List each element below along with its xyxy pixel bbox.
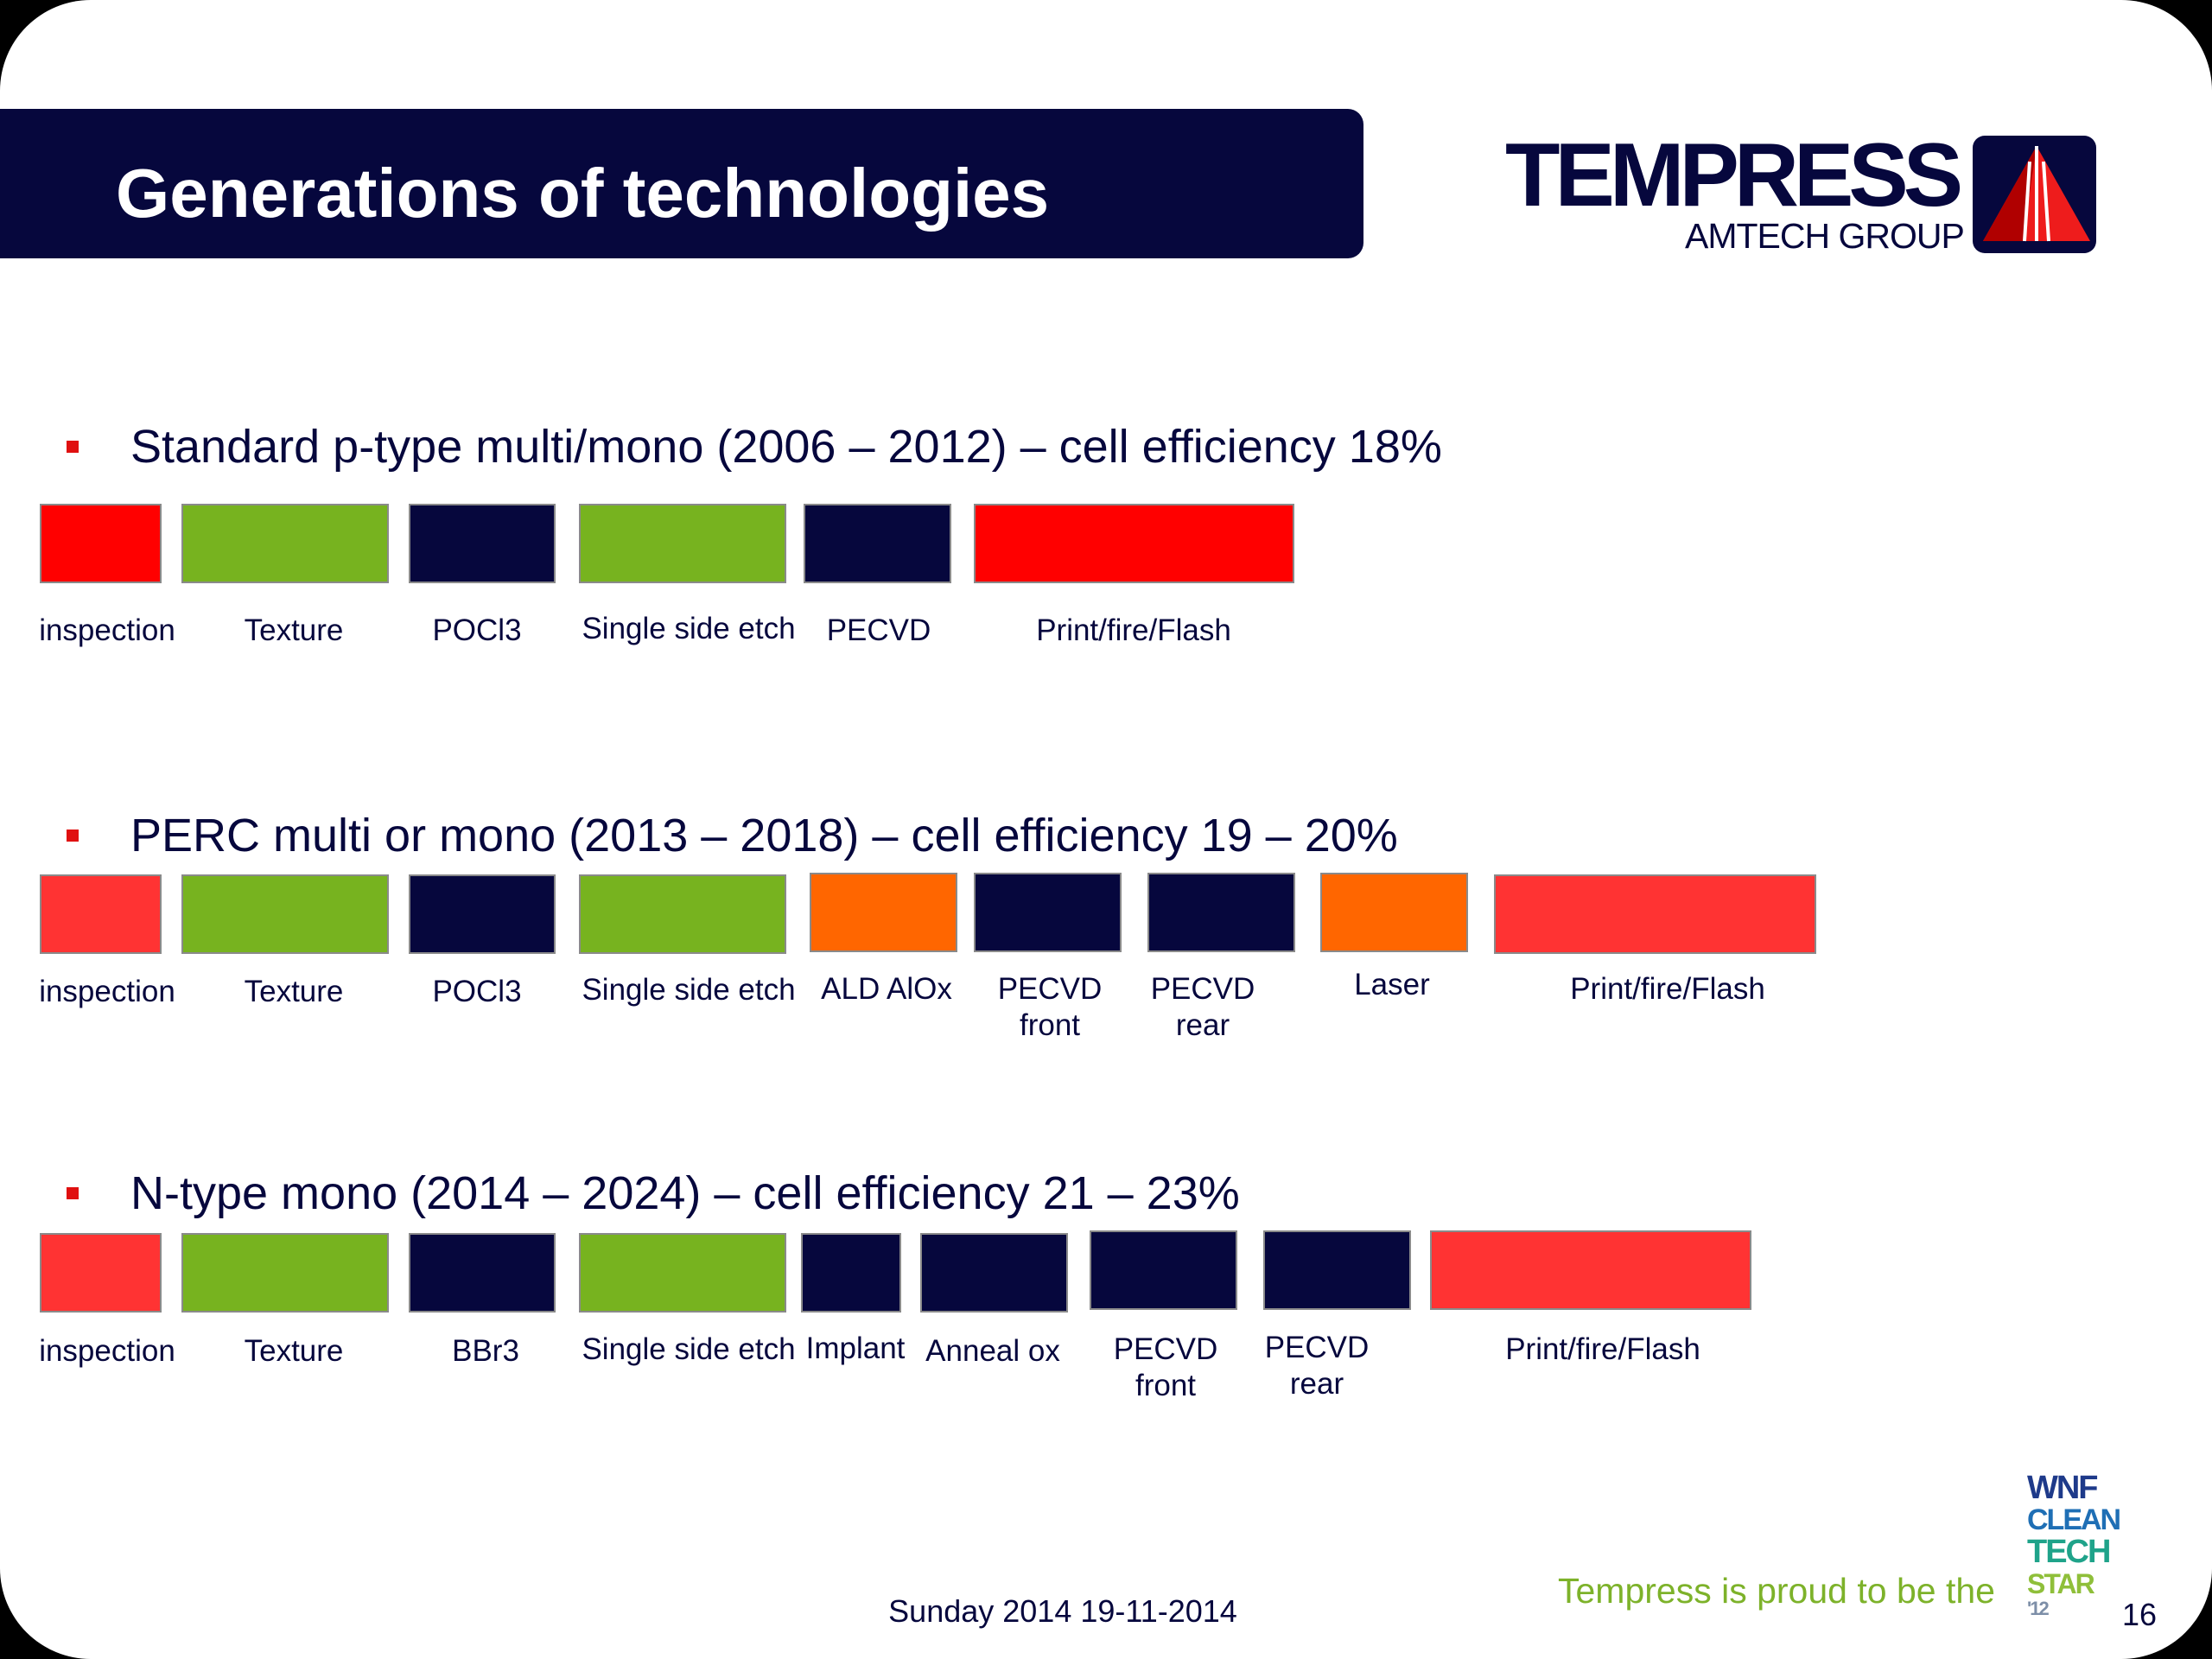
step-label: Texture [244, 1334, 344, 1368]
step-label: Implant [805, 1332, 906, 1365]
badge-line: CLEAN [2027, 1503, 2121, 1536]
process-step-box [40, 1233, 162, 1313]
step-label: PECVD front [1113, 1332, 1218, 1402]
step-label: Single side etch [582, 973, 796, 1007]
tempress-logo-text: TEMPRESS [1505, 125, 1963, 226]
step-label: POCl3 [432, 613, 522, 647]
footer-date: Sunday 2014 19-11-2014 [888, 1593, 1237, 1629]
badge-line: STAR [2027, 1568, 2095, 1599]
process-step-box [409, 504, 556, 583]
process-step-box [40, 874, 162, 954]
tempress-logo-icon [1973, 136, 2096, 253]
step-label: inspection [39, 613, 175, 647]
process-step-box [409, 874, 556, 954]
page-number: 16 [2122, 1597, 2158, 1632]
slide-title: Generations of technologies [116, 155, 1050, 232]
step-label: PECVD [826, 613, 931, 647]
amtech-group-text: AMTECH GROUP [1685, 216, 1965, 256]
section-heading-standard: Standard p-type multi/mono (2006 – 2012)… [130, 421, 1442, 473]
badge-line: WNF [2027, 1470, 2099, 1506]
process-step-box [1090, 1230, 1237, 1310]
step-label: Single side etch [582, 612, 796, 645]
process-step-box [181, 1233, 389, 1313]
process-step-box [1494, 874, 1816, 954]
step-label: POCl3 [432, 975, 522, 1008]
section-heading-ntype: N-type mono (2014 – 2024) – cell efficie… [130, 1167, 1240, 1219]
footer-tagline: Tempress is proud to be the [1558, 1571, 1995, 1611]
step-label: Texture [244, 975, 344, 1008]
process-step-box [920, 1233, 1068, 1313]
process-step-box [1147, 873, 1295, 952]
process-step-box [1263, 1230, 1411, 1310]
step-label: Single side etch [582, 1332, 796, 1366]
step-label: Laser [1354, 968, 1430, 1001]
badge-line: '12 [2027, 1598, 2050, 1619]
step-label: Print/fire/Flash [1505, 1332, 1700, 1366]
process-step-box [579, 1233, 786, 1313]
step-label: Texture [244, 613, 344, 647]
step-label: Anneal ox [925, 1334, 1060, 1368]
step-label: Print/fire/Flash [1036, 613, 1231, 647]
process-step-box [181, 874, 389, 954]
step-label: PECVD front [997, 972, 1103, 1042]
badge-line: TECH [2027, 1534, 2111, 1570]
process-step-box [579, 504, 786, 583]
process-step-box [974, 504, 1294, 583]
process-step-box [579, 874, 786, 954]
wnf-cleantech-star-logo: WNF CLEAN TECH STAR '12 [2027, 1470, 2121, 1619]
process-step-box [409, 1233, 556, 1313]
process-step-box [1430, 1230, 1751, 1310]
step-label: inspection [39, 1334, 175, 1368]
process-step-box [974, 873, 1122, 952]
process-step-box [801, 1233, 901, 1313]
section-heading-perc: PERC multi or mono (2013 – 2018) – cell … [130, 810, 1398, 861]
step-label: Print/fire/Flash [1570, 972, 1765, 1006]
step-label: BBr3 [452, 1334, 519, 1368]
step-label: PECVD rear [1150, 972, 1255, 1042]
process-step-box [1320, 873, 1468, 952]
bullet-icon [67, 830, 79, 842]
process-step-box [181, 504, 389, 583]
process-step-box [40, 504, 162, 583]
step-label: inspection [39, 975, 175, 1008]
process-step-box [810, 873, 957, 952]
title-bar [0, 109, 1363, 258]
bullet-icon [67, 441, 79, 453]
step-label: ALD AlOx [821, 972, 952, 1006]
bullet-icon [67, 1187, 79, 1199]
step-label: PECVD rear [1264, 1331, 1370, 1401]
process-step-box [804, 504, 951, 583]
